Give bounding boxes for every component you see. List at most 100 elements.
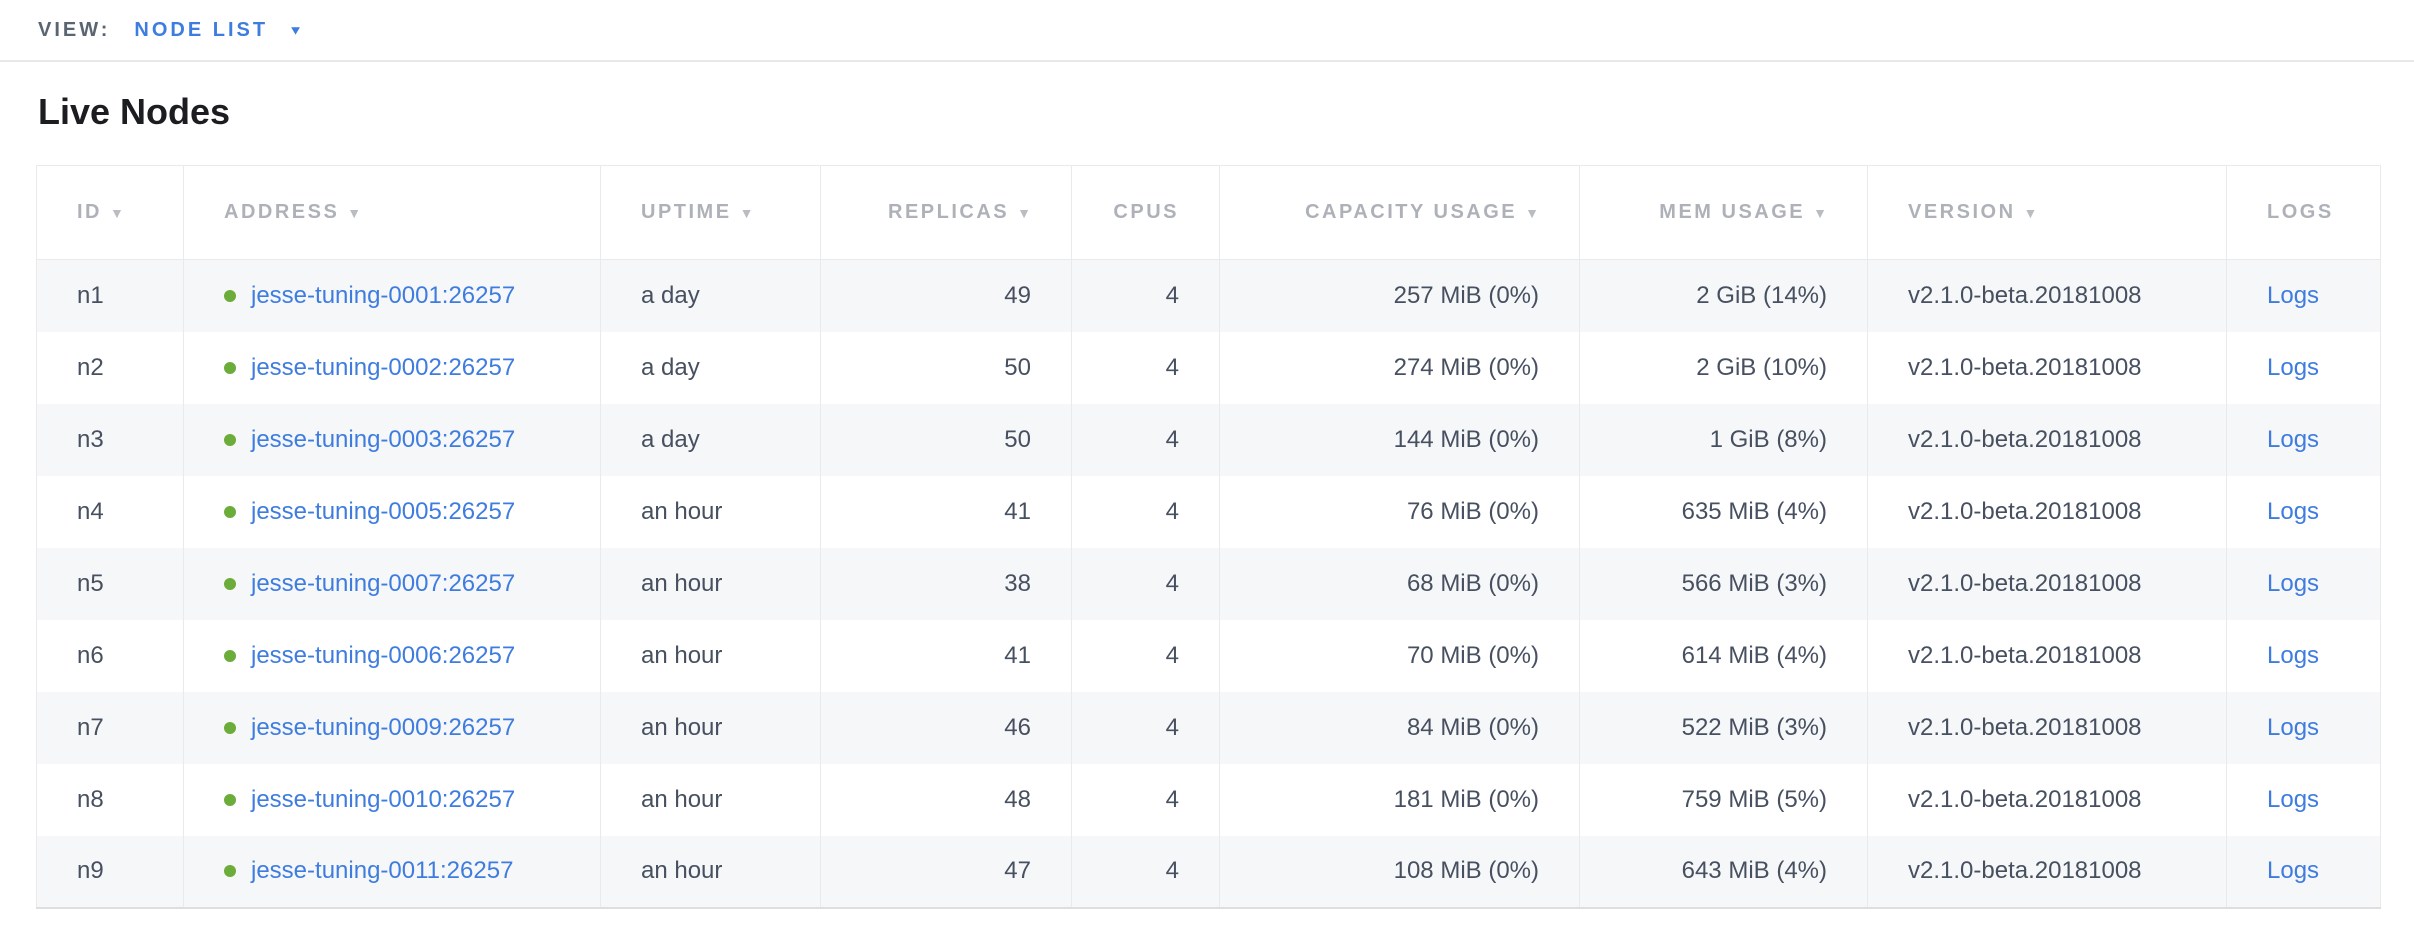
cell-logs: Logs (2226, 835, 2381, 908)
node-address-link[interactable]: jesse-tuning-0001:26257 (251, 281, 516, 309)
cell-value-version: v2.1.0-beta.20181008 (1908, 425, 2142, 453)
view-selected-value[interactable]: NODE LIST (134, 18, 269, 41)
cell-version: v2.1.0-beta.20181008 (1867, 547, 2227, 620)
cell-value-replicas: 49 (1004, 281, 1031, 309)
cell-capacity_usage: 70 MiB (0%) (1219, 619, 1580, 692)
cell-value-uptime: an hour (641, 641, 723, 669)
table-row: n8 jesse-tuning-0010:26257 an hour 48 4 181 M… (36, 763, 2381, 836)
logs-link[interactable]: Logs (2267, 569, 2320, 597)
cell-value-mem_usage: 635 MiB (4%) (1681, 497, 1827, 525)
table-row: n7 jesse-tuning-0009:26257 an hour 46 4 84 Mi… (36, 691, 2381, 764)
cell-value-capacity_usage: 68 MiB (0%) (1406, 569, 1539, 597)
column-header-mem_usage[interactable]: MEM USAGE ▼ (1579, 165, 1868, 260)
cell-value-capacity_usage: 181 MiB (0%) (1393, 785, 1539, 813)
node-id: n6 (77, 641, 104, 669)
cell-mem_usage: 1 GiB (8%) (1579, 403, 1868, 476)
cell-value-replicas: 41 (1004, 497, 1031, 525)
table-row: n5 jesse-tuning-0007:26257 an hour 38 4 68 Mi… (36, 547, 2381, 620)
node-live-status-icon (224, 577, 236, 590)
column-header-replicas[interactable]: REPLICAS ▼ (820, 165, 1072, 260)
cell-value-mem_usage: 1 GiB (8%) (1709, 425, 1827, 453)
cell-id: n2 (37, 332, 184, 404)
cell-logs: Logs (2226, 547, 2381, 620)
table-row: n3 jesse-tuning-0003:26257 a day 50 4 144 MiB… (36, 403, 2381, 476)
logs-link[interactable]: Logs (2267, 857, 2320, 884)
logs-link[interactable]: Logs (2267, 785, 2320, 813)
cell-cpus: 4 (1071, 403, 1220, 476)
logs-link[interactable]: Logs (2267, 353, 2320, 381)
node-address-link[interactable]: jesse-tuning-0005:26257 (251, 497, 516, 525)
cell-replicas: 47 (820, 835, 1072, 908)
column-header-label: VERSION (1908, 201, 2016, 223)
node-id: n7 (77, 713, 104, 741)
cell-mem_usage: 2 GiB (10%) (1579, 331, 1868, 404)
logs-link[interactable]: Logs (2267, 497, 2320, 525)
column-header-label: MEM USAGE (1659, 201, 1806, 223)
cell-address: jesse-tuning-0005:26257 (183, 475, 601, 548)
node-address-link[interactable]: jesse-tuning-0011:26257 (251, 857, 514, 884)
cell-logs: Logs (2226, 403, 2381, 476)
cell-id: n5 (37, 548, 184, 620)
logs-link[interactable]: Logs (2267, 425, 2320, 453)
logs-link[interactable]: Logs (2267, 281, 2320, 309)
node-id: n5 (77, 569, 104, 597)
logs-link[interactable]: Logs (2267, 641, 2320, 669)
cell-value-version: v2.1.0-beta.20181008 (1908, 281, 2142, 309)
cell-value-cpus: 4 (1165, 785, 1179, 813)
view-dropdown[interactable]: NODE LIST ▼ (134, 19, 303, 42)
live-nodes-table: ID ▼ ADDRESS ▼ UPTIME ▼ REPLICAS ▼ CPUS CAPACITY … (36, 165, 2381, 909)
table-row: n9 jesse-tuning-0011:26257 an hour 47 4 108 M… (36, 835, 2381, 908)
cell-capacity_usage: 68 MiB (0%) (1219, 547, 1580, 620)
cell-replicas: 48 (820, 763, 1072, 836)
cell-value-cpus: 4 (1165, 713, 1179, 741)
cell-uptime: an hour (600, 835, 821, 908)
node-live-status-icon (224, 793, 236, 806)
cell-uptime: an hour (600, 547, 821, 620)
logs-link[interactable]: Logs (2267, 713, 2320, 741)
node-address-link[interactable]: jesse-tuning-0003:26257 (251, 425, 516, 453)
cell-value-uptime: an hour (641, 497, 723, 525)
node-address-link[interactable]: jesse-tuning-0010:26257 (251, 785, 516, 813)
cell-logs: Logs (2226, 763, 2381, 836)
cell-cpus: 4 (1071, 475, 1220, 548)
cell-value-cpus: 4 (1165, 641, 1179, 669)
node-address-link[interactable]: jesse-tuning-0009:26257 (251, 713, 516, 741)
column-header-uptime[interactable]: UPTIME ▼ (600, 165, 821, 260)
column-header-id[interactable]: ID ▼ (36, 165, 184, 260)
cell-cpus: 4 (1071, 763, 1220, 836)
cell-mem_usage: 614 MiB (4%) (1579, 619, 1868, 692)
node-id: n4 (77, 497, 104, 525)
cell-version: v2.1.0-beta.20181008 (1867, 619, 2227, 692)
cell-value-uptime: a day (641, 425, 700, 453)
column-header-cpus: CPUS (1071, 165, 1220, 260)
cell-value-replicas: 46 (1004, 713, 1031, 741)
cell-id: n1 (37, 260, 184, 332)
table-row: n1 jesse-tuning-0001:26257 a day 49 4 257 MiB… (36, 259, 2381, 332)
cell-replicas: 41 (820, 475, 1072, 548)
cell-logs: Logs (2226, 331, 2381, 404)
cell-mem_usage: 522 MiB (3%) (1579, 691, 1868, 764)
node-address-link[interactable]: jesse-tuning-0002:26257 (251, 353, 516, 381)
column-header-version[interactable]: VERSION ▼ (1867, 165, 2227, 260)
cell-value-cpus: 4 (1165, 497, 1179, 525)
column-header-logs: LOGS (2226, 165, 2381, 260)
sort-icon: ▼ (2023, 205, 2038, 221)
column-header-address[interactable]: ADDRESS ▼ (183, 165, 601, 260)
cell-cpus: 4 (1071, 331, 1220, 404)
node-address-link[interactable]: jesse-tuning-0007:26257 (251, 569, 516, 597)
cell-value-capacity_usage: 274 MiB (0%) (1393, 353, 1539, 381)
node-address-link[interactable]: jesse-tuning-0006:26257 (251, 641, 516, 669)
cell-value-cpus: 4 (1165, 569, 1179, 597)
cell-id: n7 (37, 692, 184, 764)
cell-value-version: v2.1.0-beta.20181008 (1908, 641, 2142, 669)
view-label: VIEW: (38, 18, 111, 41)
cell-value-capacity_usage: 84 MiB (0%) (1406, 713, 1539, 741)
cell-capacity_usage: 257 MiB (0%) (1219, 259, 1580, 332)
cell-address: jesse-tuning-0003:26257 (183, 403, 601, 476)
page-title: Live Nodes (38, 91, 231, 132)
column-header-label: REPLICAS (888, 201, 1010, 223)
cell-value-uptime: an hour (641, 569, 723, 597)
cell-value-replicas: 50 (1004, 425, 1031, 453)
cell-value-mem_usage: 2 GiB (14%) (1696, 281, 1827, 309)
column-header-capacity_usage[interactable]: CAPACITY USAGE ▼ (1219, 165, 1580, 260)
